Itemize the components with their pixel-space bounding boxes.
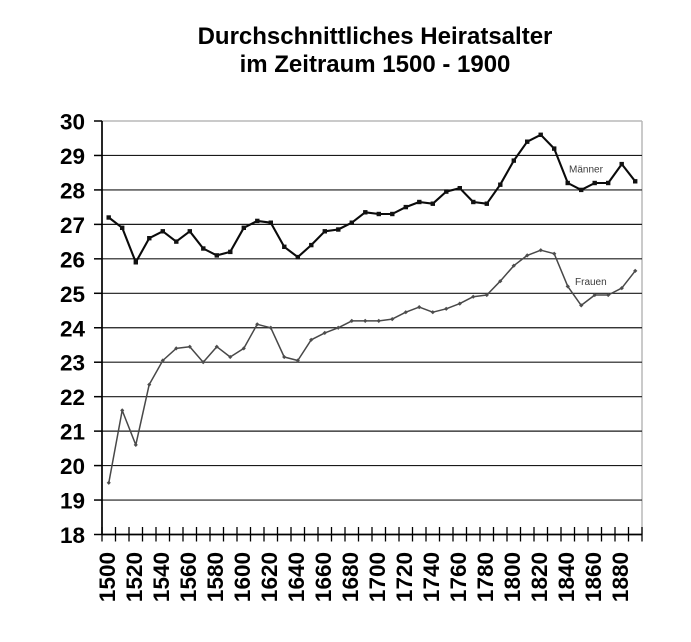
svg-text:1760: 1760 [446,552,471,602]
svg-text:Männer: Männer [569,165,604,176]
svg-text:1660: 1660 [311,552,336,602]
svg-text:1860: 1860 [581,552,606,602]
svg-text:21: 21 [60,420,85,445]
svg-text:29: 29 [60,144,85,169]
svg-text:1680: 1680 [338,552,363,602]
svg-text:22: 22 [60,385,85,410]
svg-text:1880: 1880 [608,552,633,602]
svg-text:Frauen: Frauen [575,277,607,288]
svg-text:19: 19 [60,489,85,514]
svg-text:24: 24 [60,316,86,341]
svg-text:1560: 1560 [176,552,201,602]
svg-text:1600: 1600 [230,552,255,602]
svg-text:1820: 1820 [527,552,552,602]
svg-text:1840: 1840 [554,552,579,602]
svg-text:1640: 1640 [284,552,309,602]
svg-text:1700: 1700 [365,552,390,602]
svg-text:27: 27 [60,213,85,238]
svg-text:1520: 1520 [122,552,147,602]
svg-text:28: 28 [60,178,85,203]
svg-text:Durchschnittliches Heiratsalte: Durchschnittliches Heiratsalter [198,23,553,50]
svg-text:1500: 1500 [95,552,120,602]
svg-text:1780: 1780 [473,552,498,602]
svg-text:1800: 1800 [500,552,525,602]
svg-text:1620: 1620 [257,552,282,602]
svg-text:1580: 1580 [203,552,228,602]
svg-text:23: 23 [60,351,85,376]
svg-text:30: 30 [60,110,85,135]
svg-text:26: 26 [60,247,85,272]
svg-text:20: 20 [60,454,85,479]
svg-text:im Zeitraum 1500 - 1900: im Zeitraum 1500 - 1900 [240,51,511,78]
svg-text:18: 18 [60,523,85,548]
svg-text:1720: 1720 [392,552,417,602]
svg-text:1540: 1540 [149,552,174,602]
svg-text:1740: 1740 [419,552,444,602]
svg-text:25: 25 [60,282,85,307]
